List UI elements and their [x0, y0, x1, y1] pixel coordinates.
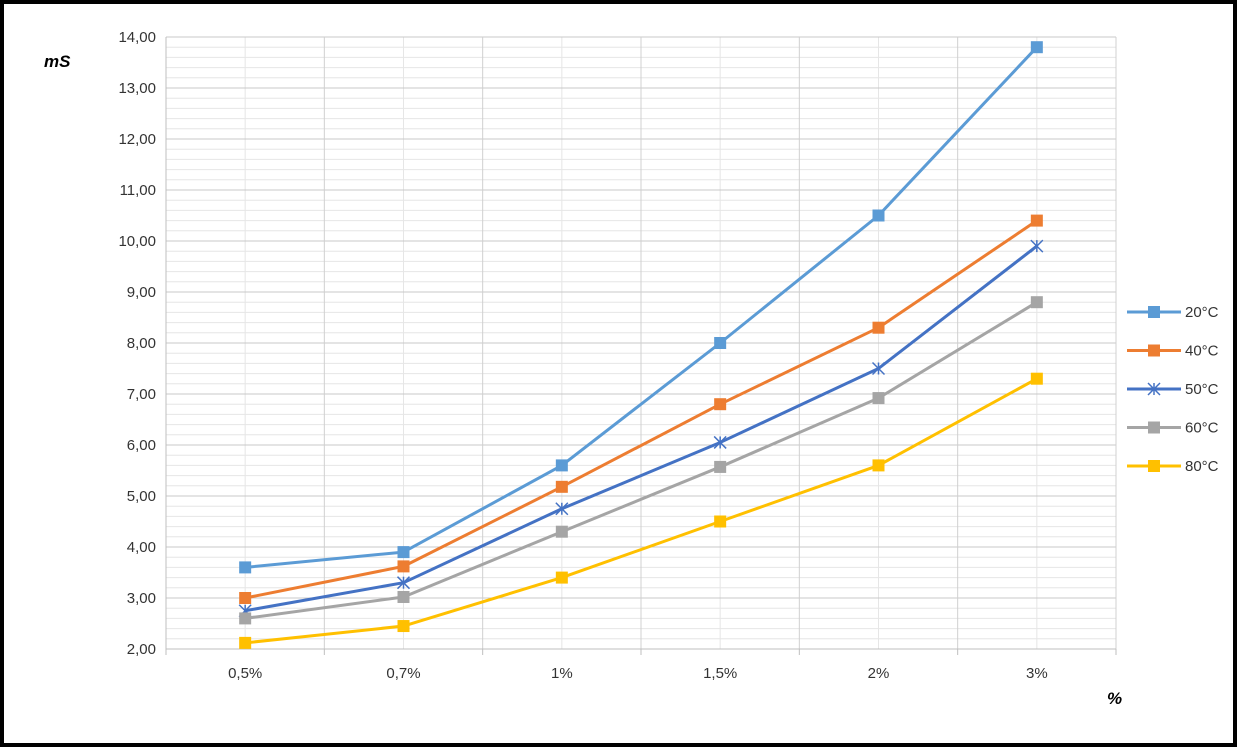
data-point: [555, 502, 569, 516]
legend-item: 50°C: [1127, 381, 1219, 398]
y-tick-label: 2,00: [127, 641, 156, 658]
y-tick-label: 9,00: [127, 284, 156, 301]
data-point: [555, 525, 568, 538]
data-point: [714, 337, 727, 349]
legend-item: 80°C: [1127, 458, 1219, 475]
data-point: [397, 620, 410, 633]
legend-item: 40°C: [1127, 343, 1219, 360]
legend-marker: [1148, 421, 1160, 434]
data-point: [555, 571, 568, 584]
data-point: [1030, 214, 1043, 227]
data-point: [1030, 296, 1043, 309]
series-layer: [238, 41, 1044, 649]
y-tick-label: 13,00: [118, 80, 156, 97]
y-tick-label: 3,00: [127, 590, 156, 607]
legend-label: 50°C: [1185, 381, 1219, 398]
legend-marker: [1148, 344, 1160, 357]
series-50C-group: [238, 239, 1044, 618]
series-80C-group: [239, 372, 1043, 649]
legend-label: 80°C: [1185, 458, 1219, 475]
data-point: [239, 612, 252, 625]
data-point: [872, 459, 885, 472]
axes: [165, 37, 1117, 655]
legend-item: 20°C: [1127, 304, 1219, 321]
data-point: [872, 392, 885, 405]
y-tick-label: 8,00: [127, 335, 156, 352]
series-line: [244, 219, 1038, 600]
series-20C-group: [239, 41, 1043, 574]
data-point: [397, 546, 410, 559]
data-point: [714, 398, 727, 411]
legend-marker: [1148, 306, 1160, 318]
legend: 20°C 40°C 50°C 60°C 80°C: [1127, 304, 1219, 475]
y-tick-label: 7,00: [127, 386, 156, 403]
y-tick-label: 12,00: [118, 131, 156, 148]
y-tick-label: 10,00: [118, 233, 156, 250]
tick-labels: 2,00 3,00 4,00 5,00 6,00 7,00 8,00 9,00 10,00 11,…: [118, 29, 1047, 682]
x-tick-label: 0,5%: [228, 665, 262, 682]
x-axis-title: %: [1107, 689, 1122, 708]
series-line: [244, 300, 1038, 620]
data-point: [872, 321, 885, 334]
x-tick-label: 1,5%: [703, 665, 737, 682]
data-point: [1030, 372, 1043, 385]
data-point: [396, 576, 411, 590]
data-point: [714, 515, 727, 528]
series-line: [245, 46, 1038, 569]
x-tick-label: 0,7%: [386, 665, 420, 682]
legend-label: 20°C: [1185, 304, 1219, 321]
y-tick-label: 6,00: [127, 437, 156, 454]
legend-label: 40°C: [1185, 343, 1219, 360]
data-point: [714, 460, 727, 473]
data-point: [1030, 41, 1043, 54]
data-point: [1030, 239, 1044, 253]
series-line: [245, 377, 1038, 645]
y-tick-label: 4,00: [127, 539, 156, 556]
x-tick-label: 1%: [551, 665, 573, 682]
data-point: [871, 361, 886, 376]
legend-marker: [1148, 460, 1160, 472]
data-point: [239, 592, 252, 604]
data-point: [555, 459, 568, 472]
y-tick-label: 5,00: [127, 488, 156, 505]
series-40C-group: [239, 214, 1043, 604]
data-point: [397, 590, 410, 603]
data-point: [239, 561, 252, 574]
major-gridlines: [166, 36, 1117, 650]
data-point: [397, 560, 410, 573]
data-point: [555, 480, 568, 493]
series-60C-group: [239, 296, 1043, 625]
x-tick-label: 3%: [1026, 665, 1048, 682]
data-point: [239, 636, 252, 649]
legend-marker: [1147, 382, 1161, 396]
y-tick-label: 11,00: [120, 182, 156, 199]
series-line: [244, 244, 1038, 613]
y-axis-title: mS: [44, 52, 71, 71]
data-point: [713, 435, 727, 449]
data-point: [872, 209, 885, 222]
line-chart: 2,00 3,00 4,00 5,00 6,00 7,00 8,00 9,00 10,00 11,…: [44, 29, 1219, 708]
legend-item: 60°C: [1127, 420, 1219, 437]
y-tick-label: 14,00: [118, 29, 156, 46]
x-tick-label: 2%: [868, 665, 890, 682]
legend-label: 60°C: [1185, 420, 1219, 437]
